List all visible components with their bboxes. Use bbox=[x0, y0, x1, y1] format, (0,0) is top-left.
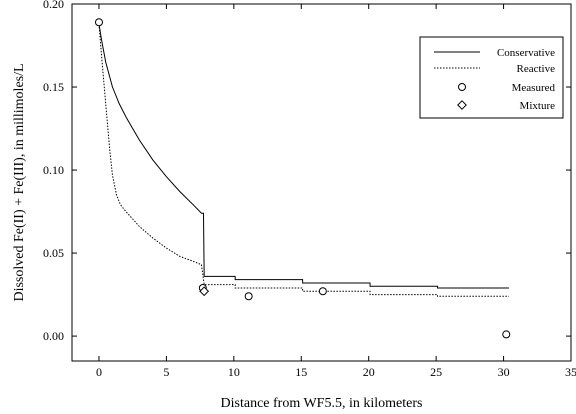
conservative-series-line bbox=[98, 23, 509, 289]
measured-point bbox=[502, 330, 511, 339]
measured-point bbox=[318, 287, 327, 296]
x-tick-label: 5 bbox=[163, 365, 169, 379]
measured-point bbox=[244, 292, 253, 301]
y-tick-label: 0.20 bbox=[43, 0, 64, 11]
series-layer bbox=[94, 18, 511, 339]
legend-entries: Conservative Reactive Measured Mixture bbox=[434, 47, 555, 112]
legend-measured-label: Measured bbox=[512, 82, 556, 94]
ticks-layer: 0 5 10 15 20 25 30 35 0.00 0.05 0.10 0.15 0.20 bbox=[43, 0, 576, 379]
legend-box bbox=[419, 36, 564, 119]
x-tick-label: 10 bbox=[228, 365, 240, 379]
y-tick-label: 0.10 bbox=[43, 163, 64, 177]
y-axis-title: Dissolved Fe(II) + Fe(III), in millimole… bbox=[12, 63, 27, 301]
legend: Conservative Reactive Measured Mixture bbox=[419, 36, 564, 119]
x-tick-label: 35 bbox=[565, 365, 576, 379]
x-tick-label: 15 bbox=[295, 365, 307, 379]
measured-point bbox=[94, 18, 103, 27]
x-tick-label: 25 bbox=[430, 365, 442, 379]
x-tick-label: 20 bbox=[363, 365, 375, 379]
x-axis-title: Distance from WF5.5, in kilometers bbox=[221, 396, 423, 411]
mixture-point bbox=[199, 286, 210, 297]
legend-mixture-label: Mixture bbox=[520, 100, 556, 112]
legend-conservative-label: Conservative bbox=[497, 47, 555, 59]
y-tick-label: 0.15 bbox=[43, 80, 64, 94]
x-tick-label: 30 bbox=[498, 365, 510, 379]
reactive-series-line bbox=[98, 23, 509, 297]
x-tick-label: 0 bbox=[96, 365, 102, 379]
legend-reactive-label: Reactive bbox=[517, 63, 556, 75]
plot-frame bbox=[71, 3, 572, 362]
y-tick-label: 0.05 bbox=[43, 246, 64, 260]
legend-mixture-swatch bbox=[457, 100, 467, 110]
y-tick-label: 0.00 bbox=[43, 329, 64, 343]
legend-measured-swatch bbox=[458, 83, 466, 91]
